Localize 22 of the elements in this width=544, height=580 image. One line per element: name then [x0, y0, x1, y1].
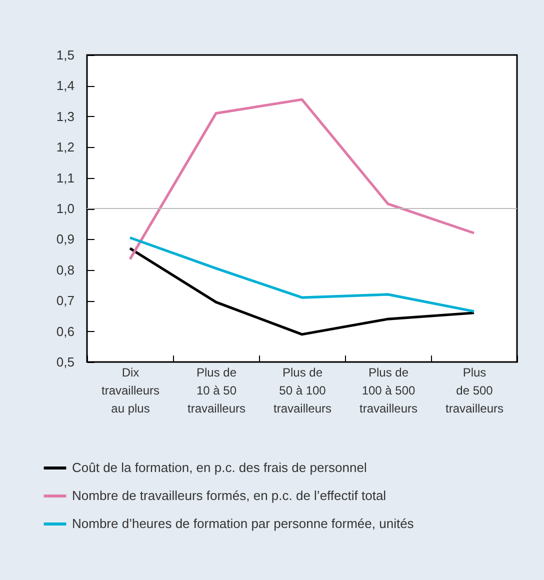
y-tick-label: 1,0 [56, 201, 74, 216]
y-tick-label: 0,5 [56, 354, 74, 370]
legend-label: Nombre d’heures de formation par personne formée, unités [72, 516, 414, 531]
y-tick-label: 1,5 [56, 48, 74, 62]
y-tick-label: 1,4 [56, 78, 74, 94]
x-tick-label: Plus de 100 à 500 travailleurs [359, 366, 418, 416]
y-tick-label: 0,7 [56, 293, 74, 308]
y-tick-label: 0,6 [56, 324, 74, 339]
y-tick-label: 1,2 [56, 140, 74, 155]
line-series [128, 236, 476, 313]
legend-label: Nombre de travailleurs formés, en p.c. de l’effectif total [72, 488, 386, 503]
legend-label: Coût de la formation, en p.c. des frais de personnel [72, 460, 367, 475]
line-series [128, 98, 476, 260]
y-tick-label: 0,8 [56, 262, 74, 278]
x-tick-label: Plus de 500 travailleurs [445, 366, 504, 416]
y-tick-label: 1,3 [56, 108, 74, 124]
x-tick-label: Dix travailleurs au plus [101, 366, 160, 416]
y-tick-label: 0,9 [56, 232, 74, 247]
x-tick-label: Plus de 10 à 50 travailleurs [187, 366, 246, 416]
y-tick-label: 1,1 [56, 170, 74, 186]
x-tick-label: Plus de 50 à 100 travailleurs [273, 366, 332, 416]
line-series [128, 247, 476, 336]
